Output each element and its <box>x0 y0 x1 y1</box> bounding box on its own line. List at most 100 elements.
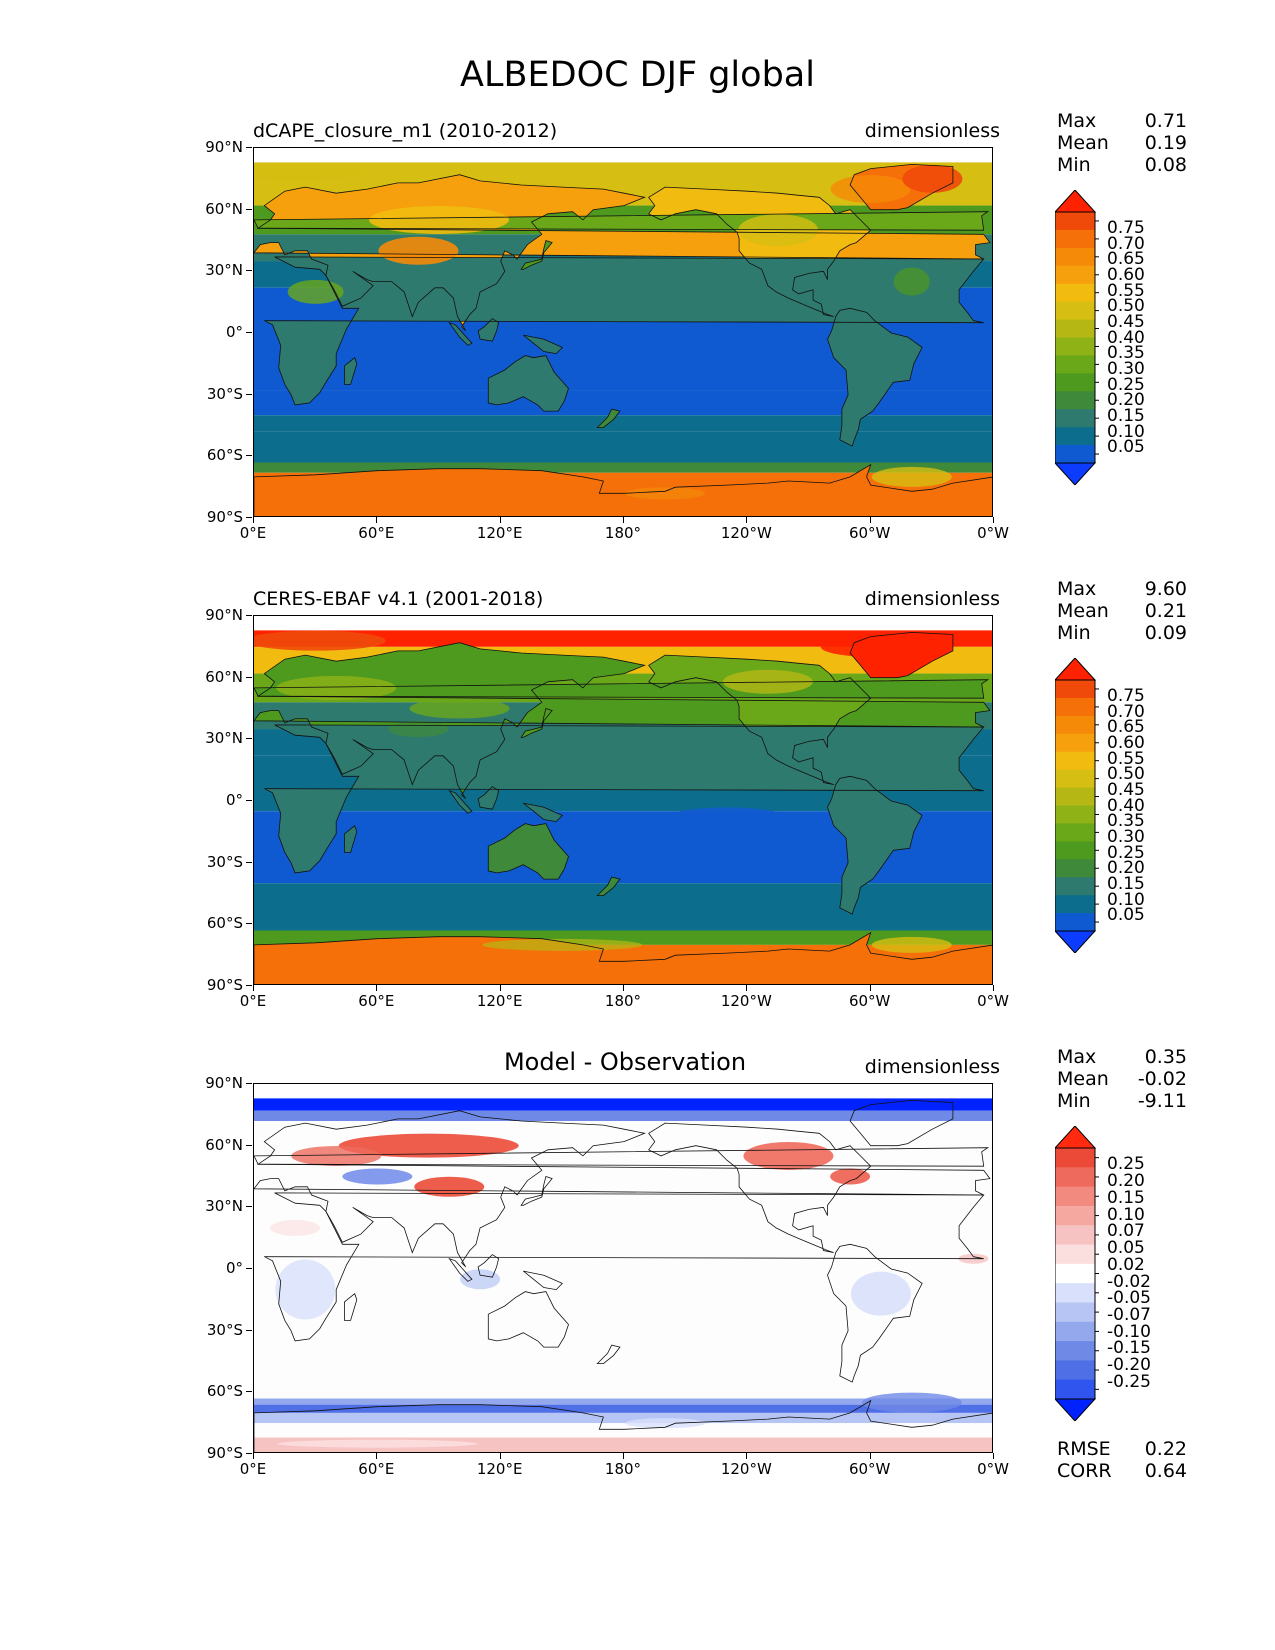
colorbar-tick-label: 0.45 <box>1107 779 1145 800</box>
x-tick-label: 60°W <box>848 524 891 542</box>
panel-difference: Model - Observation dimensionless Max 0.3… <box>0 1046 1275 1528</box>
y-tick-label: 60°N <box>205 199 243 218</box>
colorbar-tick-label: 0.60 <box>1107 732 1145 753</box>
x-tick-label: 0°W <box>977 992 1009 1010</box>
x-tick-mark <box>253 985 254 991</box>
stat-rmse: RMSE 0.22 <box>1057 1438 1187 1460</box>
colorbar-tick-label: 0.20 <box>1107 858 1145 879</box>
x-tick-label: 0°E <box>239 524 267 542</box>
colorbar-tick-label: 0.25 <box>1107 1154 1145 1175</box>
x-tick-mark <box>869 985 871 991</box>
colorbar-tick-label: 0.35 <box>1107 811 1145 832</box>
stat-corr: CORR 0.64 <box>1057 1460 1187 1482</box>
x-tick-label: 120°E <box>476 524 523 542</box>
panel-observation: CERES-EBAF v4.1 (2001-2018) dimensionles… <box>0 578 1275 1060</box>
colorbar-tick-label: 0.20 <box>1107 1171 1145 1192</box>
y-tick-mark <box>246 208 252 210</box>
y-tick-mark <box>246 1083 252 1084</box>
y-tick-mark <box>246 393 252 395</box>
x-tick-label: 60°E <box>358 524 395 542</box>
map-plot <box>253 147 993 517</box>
x-tick-mark <box>499 517 501 523</box>
colorbar-tick-label: 0.60 <box>1107 264 1145 285</box>
y-tick-label: 60°S <box>206 1382 243 1401</box>
colorbar-tick-label: 0.05 <box>1107 437 1145 458</box>
x-tick-label: 120°W <box>720 992 772 1010</box>
panel-title: CERES-EBAF v4.1 (2001-2018) <box>253 588 544 610</box>
colorbar-tick-label: 0.07 <box>1107 1221 1145 1242</box>
y-tick-label: 90°S <box>206 976 243 994</box>
y-tick-label: 30°N <box>205 261 243 280</box>
y-tick-label: 30°N <box>205 1197 243 1216</box>
panel-model: dCAPE_closure_m1 (2010-2012) dimensionle… <box>0 110 1275 592</box>
x-tick-mark <box>993 517 994 523</box>
colorbar-tick-label: 0.30 <box>1107 359 1145 380</box>
colorbar-tick-label: 0.50 <box>1107 296 1145 317</box>
x-tick-label: 60°E <box>358 992 395 1010</box>
y-tick-label: 30°N <box>205 729 243 748</box>
x-tick-label: 0°E <box>239 992 267 1010</box>
y-tick-label: 0° <box>225 1259 243 1277</box>
colorbar-tick-label: 0.25 <box>1107 374 1145 395</box>
x-tick-label: 0°W <box>977 524 1009 542</box>
colorbar-tick-label: 0.20 <box>1107 390 1145 411</box>
x-tick-label: 180° <box>604 992 642 1010</box>
y-tick-mark <box>246 1268 252 1269</box>
y-tick-mark <box>246 800 252 801</box>
y-tick-label: 60°S <box>206 446 243 465</box>
y-tick-mark <box>246 147 252 148</box>
y-tick-label: 60°N <box>205 667 243 686</box>
colorbar-tick-label: 0.55 <box>1107 748 1145 769</box>
x-tick-mark <box>993 1453 994 1459</box>
x-tick-mark <box>623 517 624 523</box>
colorbar <box>1055 1126 1099 1421</box>
figure-title: ALBEDOC DJF global <box>460 55 815 95</box>
skill-stats: RMSE 0.22 CORR 0.64 <box>1057 1438 1187 1482</box>
colorbar-tick-label: 0.70 <box>1107 233 1145 254</box>
y-tick-label: 90°N <box>205 606 243 624</box>
stat-max: Max 0.35 <box>1057 1046 1187 1068</box>
panel-units: dimensionless <box>864 120 1000 142</box>
panel-units: dimensionless <box>864 588 1000 610</box>
colorbar-tick-label: 0.70 <box>1107 701 1145 722</box>
stat-min: Min 0.08 <box>1057 154 1187 176</box>
y-tick-mark <box>246 332 252 333</box>
colorbar-tick-label: 0.40 <box>1107 795 1145 816</box>
y-tick-mark <box>246 985 252 986</box>
y-tick-mark <box>246 1206 252 1208</box>
y-tick-label: 60°N <box>205 1135 243 1154</box>
colorbar-tick-label: -0.15 <box>1107 1338 1151 1359</box>
y-tick-label: 30°S <box>206 852 243 871</box>
stats-box: Max 9.60 Mean 0.21 Min 0.09 <box>1057 578 1187 644</box>
colorbar-tick-label: 0.15 <box>1107 406 1145 427</box>
stat-max: Max 0.71 <box>1057 110 1187 132</box>
colorbar-tick-label: 0.65 <box>1107 249 1145 270</box>
y-tick-label: 30°S <box>206 1320 243 1339</box>
x-tick-mark <box>376 1453 378 1459</box>
panel-title: Model - Observation <box>503 1048 747 1076</box>
colorbar-tick-label: 0.75 <box>1107 217 1145 238</box>
colorbar-tick-label: 0.30 <box>1107 827 1145 848</box>
x-tick-mark <box>376 517 378 523</box>
y-tick-label: 90°N <box>205 138 243 156</box>
colorbar-tick-label: 0.55 <box>1107 280 1145 301</box>
x-tick-mark <box>623 985 624 991</box>
stat-min: Min -9.11 <box>1057 1090 1187 1112</box>
x-tick-label: 120°E <box>476 1460 523 1478</box>
y-tick-mark <box>246 1144 252 1146</box>
x-tick-mark <box>869 517 871 523</box>
x-tick-label: 180° <box>604 1460 642 1478</box>
y-tick-mark <box>246 676 252 678</box>
colorbar-tick-label: 0.10 <box>1107 421 1145 442</box>
colorbar-tick-label: -0.25 <box>1107 1371 1151 1392</box>
x-tick-label: 0°E <box>239 1460 267 1478</box>
colorbar-tick-label: 0.05 <box>1107 905 1145 926</box>
x-tick-label: 120°W <box>720 524 772 542</box>
y-tick-label: 0° <box>225 323 243 341</box>
colorbar-tick-label: 0.02 <box>1107 1254 1145 1275</box>
y-tick-label: 90°S <box>206 1444 243 1462</box>
stat-max: Max 9.60 <box>1057 578 1187 600</box>
stat-mean: Mean 0.19 <box>1057 132 1187 154</box>
map-plot <box>253 1083 993 1453</box>
x-tick-mark <box>746 1453 748 1459</box>
